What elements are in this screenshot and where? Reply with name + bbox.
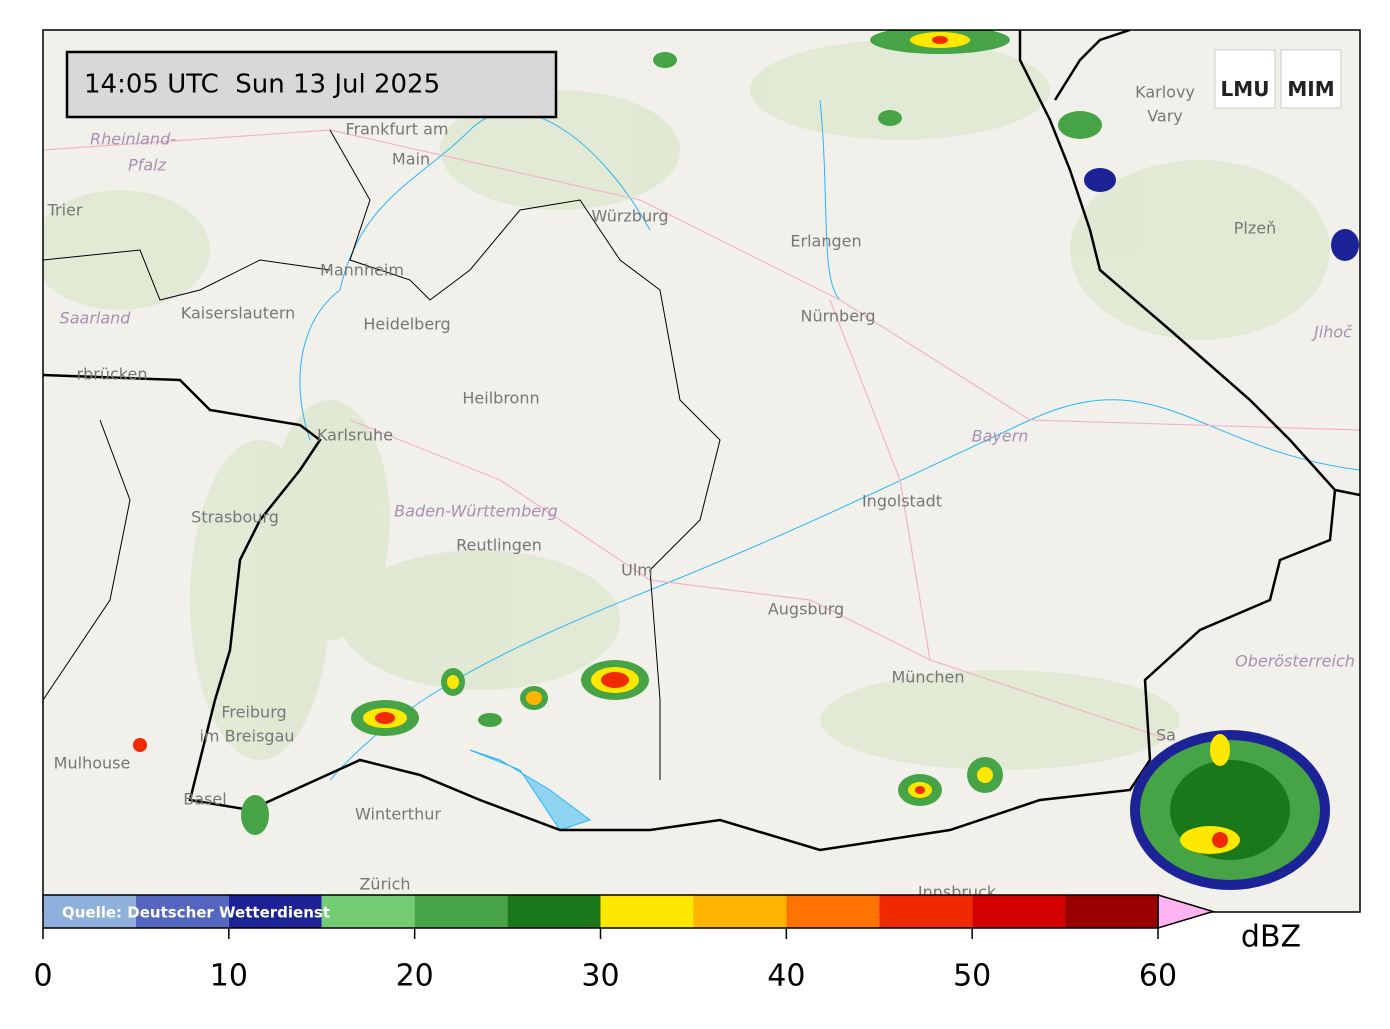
city-label: Ulm	[621, 561, 653, 580]
region-label: Pfalz	[128, 156, 167, 175]
city-label: Ingolstadt	[862, 492, 942, 511]
city-label: Kaiserslautern	[181, 304, 296, 323]
logo-box	[1214, 49, 1276, 109]
city-label: Strasbourg	[191, 508, 279, 527]
colorbar-tick-label: 60	[1139, 959, 1177, 994]
city-label: im Breisgau	[199, 727, 294, 746]
colorbar-segment	[1065, 895, 1158, 928]
city-label: Nürnberg	[801, 307, 876, 326]
region-label: Bayern	[972, 427, 1029, 446]
region-label: Baden-Württemberg	[394, 502, 558, 521]
timestamp: 14:05 UTC Sun 13 Jul 2025	[84, 70, 440, 100]
city-label: Karlsruhe	[317, 426, 393, 445]
colorbar-segment	[600, 895, 694, 928]
region-label: Rheinland-	[90, 130, 176, 149]
colorbar-tick-label: 50	[953, 959, 991, 994]
colorbar-segment	[786, 895, 880, 928]
city-label: Basel	[183, 790, 226, 809]
colorbar-segment	[879, 895, 973, 928]
colorbar-segment	[228, 895, 322, 928]
city-label: Heilbronn	[462, 389, 539, 408]
city-label: Reutlingen	[456, 536, 542, 555]
city-label: Karlovy	[1135, 83, 1195, 102]
colorbar-segment	[321, 895, 415, 928]
city-label: rbrücken	[77, 365, 148, 384]
colorbar-segment	[135, 895, 229, 928]
region-label: Saarland	[60, 309, 132, 328]
colorbar-unit: dBZ	[1241, 920, 1301, 955]
city-label: Trier	[47, 201, 83, 220]
city-label: Würzburg	[591, 207, 668, 226]
colorbar-segment	[693, 895, 787, 928]
logo-box	[1280, 49, 1342, 109]
map-area: Frankfurt am Main Rheinland- Pfalz Trier Würz…	[43, 30, 1360, 912]
city-label: Plzeň	[1234, 219, 1276, 238]
city-label: Winterthur	[355, 805, 441, 824]
city-label: Heidelberg	[363, 315, 450, 334]
colorbar-segment	[507, 895, 601, 928]
city-label: Main	[392, 150, 430, 169]
city-label: München	[891, 668, 964, 687]
colorbar-tick-label: 30	[581, 959, 619, 994]
colorbar-segment	[43, 895, 136, 928]
city-label: Vary	[1147, 107, 1183, 126]
colorbar-segment	[972, 895, 1066, 928]
city-label: Augsburg	[768, 600, 844, 619]
region-label: Oberösterreich	[1235, 652, 1355, 671]
colorbar-tick-label: 40	[767, 959, 805, 994]
colorbar-tick-label: 20	[396, 959, 434, 994]
colorbar-tick-label: 0	[33, 959, 52, 994]
source-label: Quelle: Deutscher Wetterdienst	[62, 904, 330, 922]
city-label: Mannheim	[320, 261, 404, 280]
city-label: Mulhouse	[54, 754, 131, 773]
colorbar-segment	[414, 895, 508, 928]
region-label: Jihoč	[1311, 323, 1353, 342]
city-label: Zürich	[359, 875, 410, 894]
logo: MIM	[1287, 77, 1334, 101]
timestamp-box	[65, 50, 558, 119]
city-label: Sa	[1156, 726, 1176, 745]
city-label: Freiburg	[221, 703, 286, 722]
colorbar-tick-label: 10	[210, 959, 248, 994]
logo: LMU	[1221, 77, 1270, 101]
radar-echoes	[133, 30, 1359, 890]
city-label: Frankfurt am	[346, 120, 449, 139]
city-label: Erlangen	[790, 232, 861, 251]
